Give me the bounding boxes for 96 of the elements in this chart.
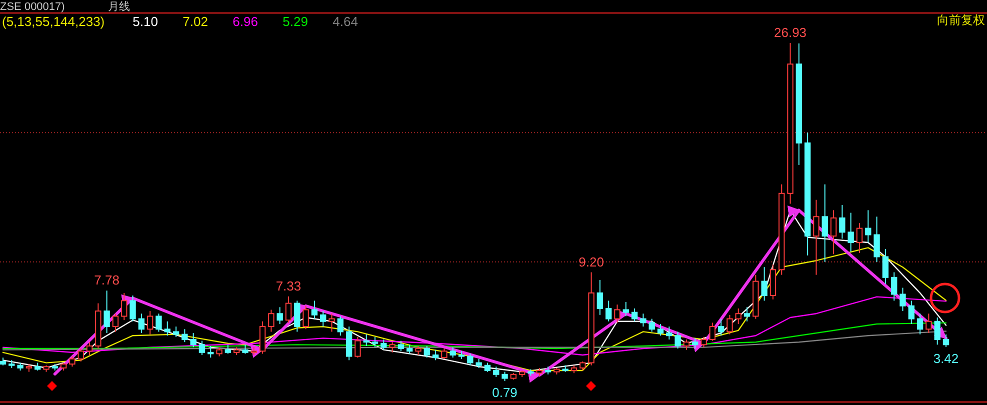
candlestick bbox=[934, 317, 940, 346]
candlestick bbox=[683, 338, 690, 350]
candlestick bbox=[208, 345, 214, 358]
candlestick bbox=[311, 300, 318, 320]
candlestick bbox=[104, 290, 110, 334]
text: 7.02 bbox=[182, 14, 208, 29]
candlestick bbox=[718, 318, 724, 336]
candlestick bbox=[164, 320, 170, 336]
candlestick bbox=[112, 313, 119, 332]
candlestick bbox=[216, 346, 222, 357]
candlestick bbox=[657, 323, 664, 336]
candlestick bbox=[198, 340, 206, 356]
text: 向前复权 bbox=[937, 13, 985, 27]
candlestick bbox=[709, 322, 716, 342]
candlestick bbox=[138, 313, 145, 334]
candlestick bbox=[890, 272, 898, 302]
candlestick bbox=[631, 308, 638, 322]
candlestick bbox=[285, 296, 292, 324]
annotation: 9.20 bbox=[578, 254, 604, 270]
candlestick bbox=[692, 338, 698, 350]
candlestick bbox=[130, 295, 136, 322]
candlestick bbox=[830, 210, 837, 255]
legend-title: (5,13,55,144,233) bbox=[2, 14, 105, 29]
candlestick bbox=[156, 313, 162, 332]
chart-subtitle: 月线 bbox=[108, 0, 130, 13]
text: 6.96 bbox=[232, 14, 258, 29]
candlestick bbox=[848, 212, 854, 252]
candlestick bbox=[354, 336, 361, 358]
candlestick bbox=[900, 287, 906, 312]
candlestick bbox=[606, 300, 612, 322]
text: 5.10 bbox=[132, 14, 158, 29]
text: 4.64 bbox=[332, 14, 358, 29]
candlestick bbox=[398, 340, 404, 352]
annotation: 3.42 bbox=[933, 350, 959, 366]
candlestick bbox=[822, 184, 828, 262]
candlestick bbox=[86, 342, 93, 356]
candlestick bbox=[424, 345, 430, 358]
candlestick bbox=[389, 342, 396, 353]
candlestick bbox=[813, 199, 820, 276]
candlestick bbox=[874, 216, 880, 262]
candlestick bbox=[744, 306, 750, 322]
candlestick bbox=[450, 346, 456, 358]
candlestick bbox=[380, 338, 387, 350]
candlestick bbox=[614, 304, 620, 324]
candlestick bbox=[337, 316, 344, 336]
candlestick bbox=[182, 328, 188, 343]
candlestick bbox=[839, 204, 846, 240]
candlestick bbox=[882, 248, 889, 284]
candlestick bbox=[942, 334, 950, 348]
candlestick bbox=[415, 345, 422, 356]
candlestick bbox=[856, 222, 863, 254]
candlestick bbox=[700, 336, 707, 348]
candlestick bbox=[648, 318, 655, 332]
candlestick bbox=[146, 310, 154, 335]
candlestick bbox=[761, 266, 768, 302]
candlestick bbox=[640, 313, 646, 328]
candlestick bbox=[908, 300, 914, 324]
candlestick bbox=[320, 310, 326, 328]
candlestick bbox=[441, 348, 448, 360]
candlestick bbox=[622, 301, 629, 317]
candlestick bbox=[502, 371, 508, 382]
candlestick bbox=[580, 360, 586, 372]
candlestick bbox=[596, 280, 604, 316]
candlestick bbox=[121, 292, 128, 321]
candlestick bbox=[467, 353, 474, 366]
candlestick bbox=[268, 309, 274, 332]
annotation: 26.93 bbox=[774, 25, 807, 40]
candlestick bbox=[726, 314, 733, 335]
candlestick bbox=[302, 305, 309, 330]
candlestick bbox=[432, 349, 439, 361]
candlestick bbox=[735, 308, 742, 324]
candlestick bbox=[666, 326, 672, 340]
candlestick bbox=[484, 362, 491, 372]
candlestick bbox=[493, 366, 500, 378]
candlestick bbox=[674, 331, 681, 350]
candlestick bbox=[926, 313, 932, 334]
annotation: 7.33 bbox=[276, 278, 302, 294]
candlestick bbox=[276, 306, 283, 324]
candlestick bbox=[476, 358, 482, 368]
candlestick bbox=[916, 313, 924, 335]
candlestick bbox=[372, 336, 378, 348]
candlestick bbox=[78, 348, 84, 362]
candlestick bbox=[328, 313, 335, 332]
candlestick bbox=[406, 344, 413, 354]
candlestick bbox=[224, 344, 232, 354]
annotation: 0.79 bbox=[492, 385, 518, 400]
text: 5.29 bbox=[282, 14, 308, 29]
candlestick bbox=[363, 334, 370, 346]
candlestick bbox=[69, 356, 76, 368]
candlestick bbox=[190, 332, 196, 348]
candlestick bbox=[172, 326, 180, 338]
candlestick bbox=[865, 210, 872, 244]
candlestick bbox=[242, 344, 248, 354]
candlestick bbox=[294, 300, 300, 332]
chart-title: ZSE 000017) bbox=[0, 1, 65, 13]
annotation: 7.78 bbox=[94, 272, 120, 288]
